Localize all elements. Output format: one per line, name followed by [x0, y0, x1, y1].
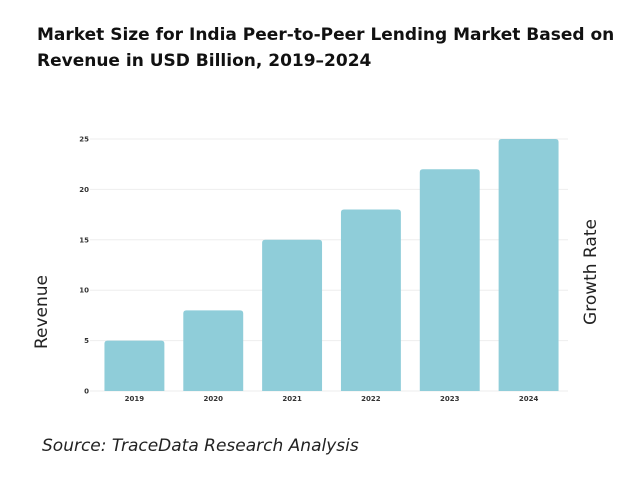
bar	[262, 239, 323, 391]
y-tick-label: 5	[84, 337, 89, 345]
y-tick-label: 15	[79, 236, 89, 244]
x-tick-label: 2021	[282, 395, 302, 403]
bar	[498, 139, 559, 391]
x-tick-label: 2020	[204, 395, 224, 403]
y-tick-label: 10	[79, 287, 89, 295]
y-tick-label: 0	[84, 388, 89, 396]
x-tick-label: 2024	[519, 395, 539, 403]
bar	[419, 169, 480, 391]
x-tick-label: 2022	[361, 395, 381, 403]
y-tick-label: 25	[79, 136, 89, 144]
y-tick-label: 20	[79, 186, 89, 194]
x-tick-label: 2023	[440, 395, 460, 403]
chart-title: Market Size for India Peer-to-Peer Lendi…	[37, 25, 615, 71]
source-note: Source: TraceData Research Analysis	[42, 436, 359, 456]
bar	[183, 310, 244, 391]
x-tick-label: 2019	[125, 395, 145, 403]
bar	[340, 209, 401, 391]
bar	[104, 340, 165, 391]
